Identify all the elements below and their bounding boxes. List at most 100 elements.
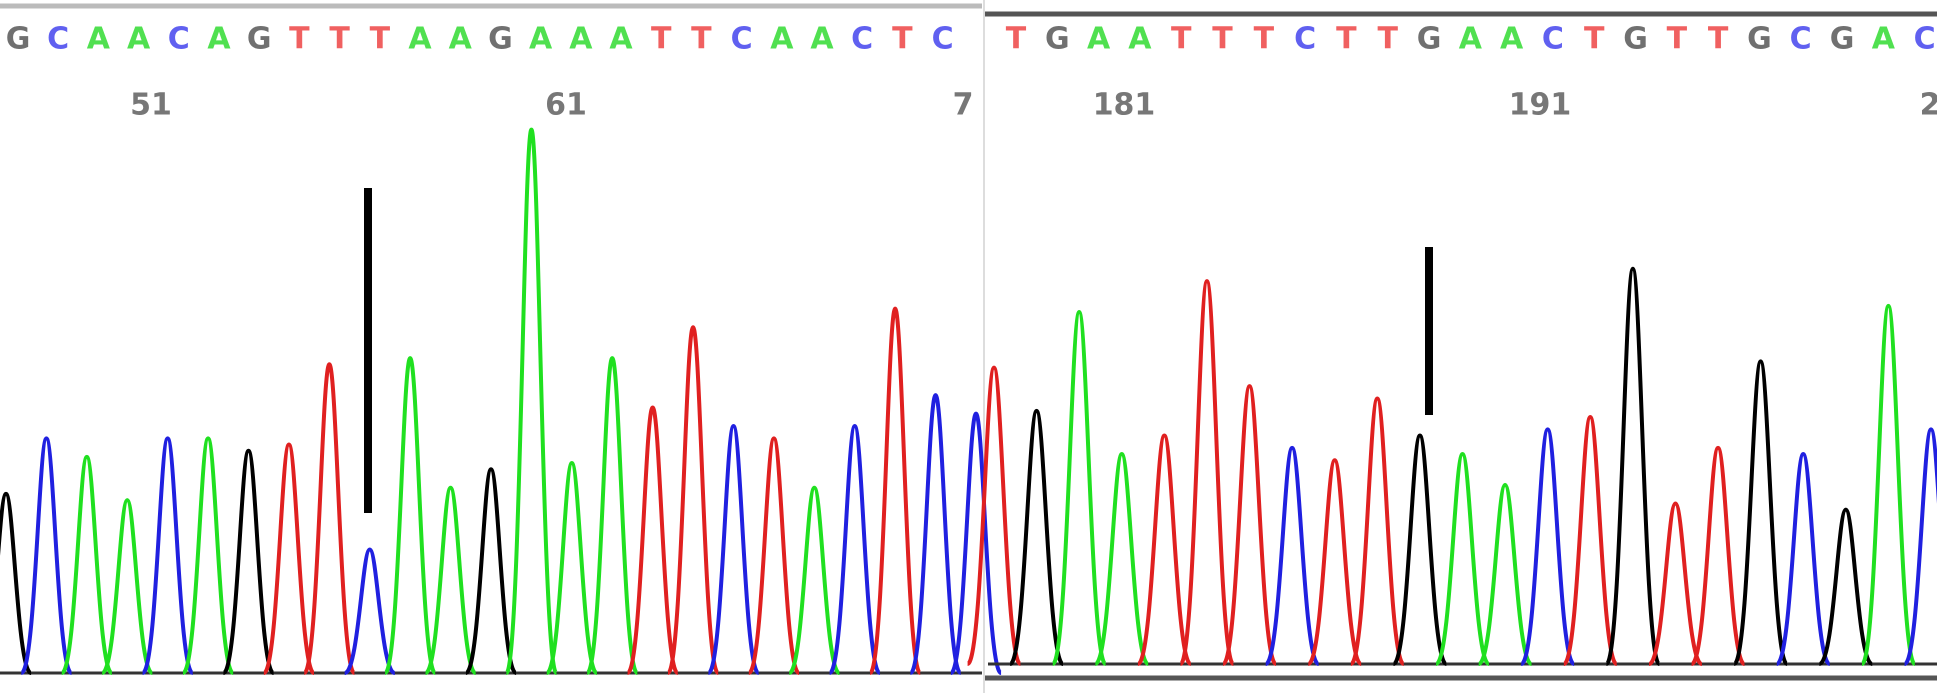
trace-peak: [19, 436, 74, 675]
base-call: T: [1006, 22, 1027, 57]
base-call: G: [1747, 22, 1772, 57]
position-label: 191: [1509, 88, 1572, 123]
trace-peak: [261, 442, 316, 675]
base-call: C: [731, 22, 753, 57]
base-call: A: [127, 22, 151, 57]
trace-peak: [746, 436, 801, 675]
base-call: T: [1708, 22, 1729, 57]
trace-peak: [585, 356, 640, 675]
base-call: T: [892, 22, 913, 57]
trace-peak: [1817, 507, 1875, 666]
trace-peak: [1263, 445, 1321, 666]
trace-peak: [302, 362, 357, 675]
base-call: T: [1667, 22, 1688, 57]
trace-peak: [504, 127, 559, 675]
trace-peak: [1647, 501, 1704, 666]
trace-peak: [1391, 433, 1449, 666]
base-call: T: [370, 22, 391, 57]
trace-peak: [965, 365, 1023, 666]
base-call: A: [529, 22, 553, 57]
base-call: A: [1872, 22, 1896, 57]
base-call: C: [168, 22, 190, 57]
trace-peak: [1434, 452, 1491, 666]
position-label: 61: [545, 88, 587, 123]
base-call: T: [651, 22, 672, 57]
base-call: A: [1459, 22, 1483, 57]
trace-peak: [1732, 359, 1789, 666]
base-call: T: [1336, 22, 1357, 57]
trace-peak: [463, 467, 519, 675]
trace-peak: [1476, 482, 1534, 666]
trace-peak: [1604, 266, 1662, 666]
base-call: T: [289, 22, 310, 57]
base-call: C: [47, 22, 69, 57]
trace-peak: [827, 424, 882, 675]
base-call: G: [488, 22, 513, 57]
base-call: A: [770, 22, 794, 57]
base-call: T: [1584, 22, 1605, 57]
base-call: C: [1294, 22, 1316, 57]
base-call: T: [691, 22, 712, 57]
base-call: A: [449, 22, 473, 57]
base-call: G: [1623, 22, 1648, 57]
base-call: A: [569, 22, 593, 57]
marker-bar: [1425, 247, 1433, 415]
trace-peak: [0, 491, 34, 675]
base-call: C: [1914, 22, 1936, 57]
base-call: G: [1830, 22, 1855, 57]
base-call: T: [1254, 22, 1275, 57]
base-call: G: [1045, 22, 1070, 57]
trace-peak: [948, 411, 1004, 675]
trace-peak: [59, 454, 114, 675]
base-call: T: [1377, 22, 1398, 57]
base-call: A: [207, 22, 231, 57]
trace-peak: [343, 547, 396, 675]
base-call: A: [1128, 22, 1152, 57]
traces: G C A A C A G T T T A A G A A A T T C A A C T C51 61 7T G A A T T T C T T G…: [0, 22, 1937, 675]
base-call: C: [851, 22, 873, 57]
trace-peak: [787, 485, 842, 675]
trace-peak: [383, 356, 438, 675]
base-call: A: [87, 22, 111, 57]
trace-peak: [1306, 458, 1364, 666]
trace-peak: [1178, 279, 1236, 666]
base-call: A: [1087, 22, 1111, 57]
position-label: 7: [953, 88, 974, 123]
base-call: A: [1500, 22, 1524, 57]
marker-bar: [364, 188, 372, 513]
base-call: G: [6, 22, 31, 57]
trace-peak: [1221, 384, 1278, 666]
position-label: 181: [1093, 88, 1156, 123]
base-call: G: [247, 22, 272, 57]
base-call: G: [1417, 22, 1442, 57]
trace-peak: [1093, 452, 1151, 666]
trace-peak: [1136, 433, 1193, 666]
base-call: C: [1542, 22, 1564, 57]
base-call: T: [1171, 22, 1192, 57]
base-call: A: [810, 22, 834, 57]
position-label: 51: [130, 88, 172, 123]
trace-peak: [181, 436, 236, 675]
base-call: T: [1212, 22, 1233, 57]
trace-peak: [908, 393, 963, 675]
trace-peak: [140, 436, 195, 675]
trace-peak: [1561, 415, 1619, 666]
base-call: C: [932, 22, 954, 57]
trace-peak: [1519, 427, 1577, 666]
trace-peak: [625, 405, 680, 675]
trace-peak: [1774, 452, 1832, 666]
base-call: A: [408, 22, 432, 57]
base-call: A: [609, 22, 633, 57]
trace-peak: [666, 325, 721, 675]
trace-peak: [221, 448, 276, 675]
base-call: C: [1790, 22, 1812, 57]
trace-peak: [100, 498, 155, 675]
trace-peak: [1008, 408, 1065, 666]
base-call: T: [329, 22, 350, 57]
trace-peak: [1860, 303, 1917, 666]
trace-peak: [706, 424, 761, 675]
trace-peak: [868, 306, 923, 675]
trace-peak: [544, 461, 599, 675]
